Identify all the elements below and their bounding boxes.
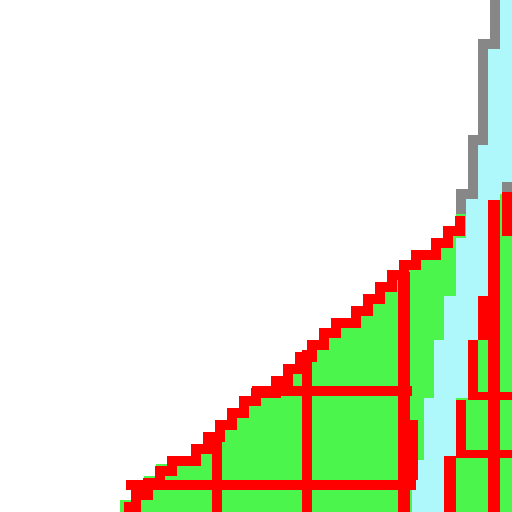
shoreline-corner [502,182,512,192]
road-vertical-mid[interactable] [302,350,312,512]
road-stub-east-1[interactable] [478,296,488,340]
road-short-horizontal[interactable] [456,450,512,458]
road-horizontal-lower[interactable] [126,480,416,490]
road-vertical-east-bank[interactable] [488,200,500,512]
road-stub-east-3[interactable] [444,456,456,512]
road-diagonal[interactable] [124,216,465,512]
road-vertical-west-bank[interactable] [398,272,410,512]
road-short-horizontal-2[interactable] [478,392,512,400]
river [412,0,512,512]
road-vertical-east-edge[interactable] [502,192,512,236]
shoreline [456,0,500,214]
road-vertical-left[interactable] [212,432,222,512]
road-stub-east-2[interactable] [468,340,478,400]
road-horizontal-upper[interactable] [252,386,412,396]
road-stub-east-4[interactable] [456,400,466,456]
road-network [124,192,512,512]
road-vertical-bank-stub[interactable] [410,420,418,480]
